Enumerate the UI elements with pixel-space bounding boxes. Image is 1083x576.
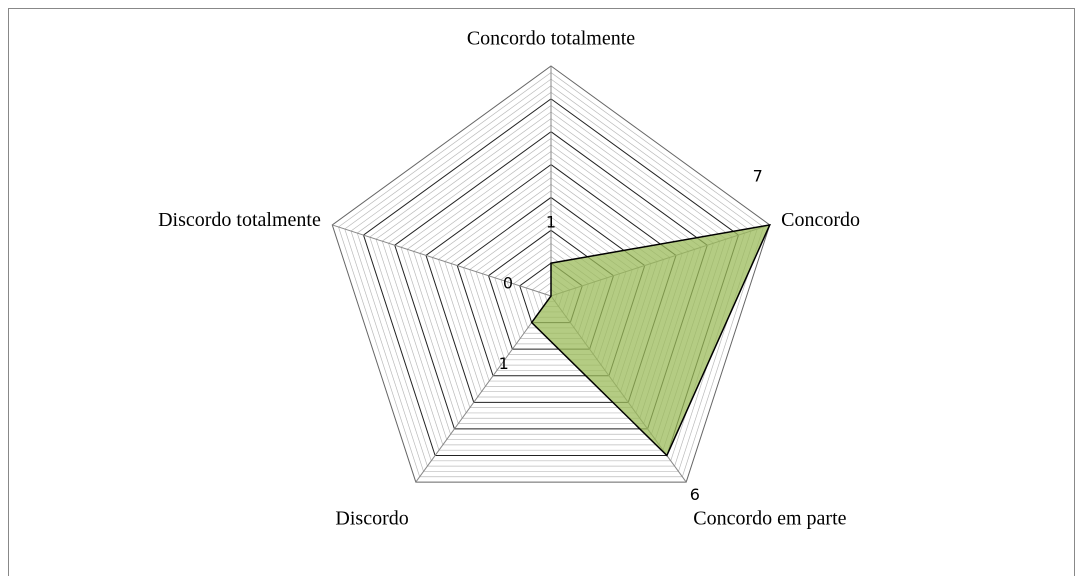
- category-label: Concordo: [781, 209, 860, 231]
- minor-grid: [344, 78, 758, 472]
- minor-grid: [388, 124, 714, 435]
- data-label: 6: [690, 485, 700, 504]
- category-label: Concordo em parte: [693, 507, 846, 529]
- minor-grid: [419, 157, 683, 408]
- minor-grid: [406, 144, 696, 419]
- minor-grid: [350, 85, 752, 467]
- grid-ring: [394, 131, 708, 430]
- minor-grid: [369, 104, 733, 451]
- spoke: [332, 224, 552, 297]
- grid-ring: [331, 65, 771, 483]
- data-label: 7: [753, 166, 763, 185]
- minor-grid: [438, 177, 664, 393]
- chart-frame: [8, 8, 1075, 576]
- minor-grid: [413, 150, 689, 414]
- data-label: 1: [499, 354, 509, 373]
- spoke: [415, 295, 552, 483]
- minor-grid: [338, 72, 764, 478]
- data-label: 1: [546, 213, 556, 232]
- grid-ring: [425, 163, 677, 403]
- category-label: Discordo totalmente: [158, 209, 321, 231]
- category-label: Concordo totalmente: [467, 28, 635, 50]
- grid-ring: [362, 98, 740, 456]
- data-label: 0: [503, 274, 513, 293]
- minor-grid: [381, 118, 721, 440]
- category-label: Discordo: [335, 507, 408, 529]
- radar-area: [530, 223, 772, 457]
- minor-grid: [356, 91, 746, 462]
- minor-grid: [400, 137, 702, 424]
- minor-grid: [375, 111, 727, 446]
- minor-grid: [431, 170, 671, 398]
